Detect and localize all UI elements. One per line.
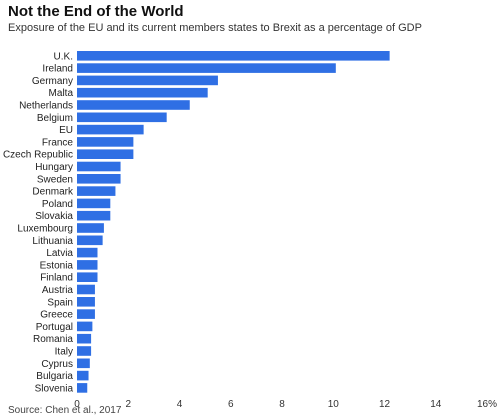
x-tick-label-14: 14 (430, 399, 442, 410)
category-label-lithuania: Lithuania (32, 236, 73, 247)
category-label-belgium: Belgium (37, 113, 73, 124)
bar-portugal (77, 321, 93, 332)
x-axis-ticks: 0 2 4 6 8 10 12 14 16% (74, 399, 497, 410)
x-tick-label-8: 8 (279, 399, 285, 410)
bar-slovenia (77, 383, 88, 393)
bar-sweden (77, 174, 121, 184)
bar-germany (77, 75, 218, 86)
bar-czech-republic (77, 149, 134, 159)
bar-netherlands (77, 100, 190, 110)
bars-layer (77, 51, 390, 393)
bar-greece (77, 309, 95, 319)
category-label-hungary: Hungary (35, 162, 73, 173)
category-label-bulgaria: Bulgaria (36, 371, 73, 382)
bar-estonia (77, 260, 98, 270)
x-tick-label-12: 12 (379, 399, 391, 410)
x-tick-label-10: 10 (328, 399, 340, 410)
chart-title: Not the End of the World (8, 3, 184, 20)
category-label-u-k: U.K. (54, 51, 73, 62)
category-label-spain: Spain (47, 297, 73, 308)
bar-france (77, 137, 134, 147)
category-label-ireland: Ireland (42, 64, 73, 75)
category-label-luxembourg: Luxembourg (17, 224, 73, 235)
category-label-greece: Greece (40, 310, 73, 321)
bar-eu (77, 124, 144, 135)
bar-latvia (77, 247, 98, 258)
chart-subtitle: Exposure of the EU and its current membe… (8, 22, 422, 34)
bar-slovakia (77, 210, 111, 221)
bar-denmark (77, 186, 116, 196)
category-label-portugal: Portugal (36, 322, 73, 333)
category-label-france: France (42, 137, 74, 148)
category-label-romania: Romania (33, 334, 73, 345)
bar-italy (77, 346, 92, 356)
category-label-slovenia: Slovenia (35, 383, 74, 394)
x-tick-label-0: 0 (74, 399, 80, 410)
category-label-germany: Germany (32, 76, 73, 87)
category-label-sweden: Sweden (37, 174, 73, 185)
category-label-malta: Malta (49, 88, 74, 99)
bar-ireland (77, 63, 336, 73)
category-label-italy: Italy (55, 347, 73, 358)
category-label-netherlands: Netherlands (19, 101, 73, 112)
bar-cyprus (77, 358, 90, 369)
x-tick-label-6: 6 (228, 399, 234, 410)
category-label-austria: Austria (42, 285, 74, 296)
bar-luxembourg (77, 223, 104, 233)
bar-austria (77, 284, 95, 295)
bar-bulgaria (77, 370, 89, 381)
category-label-finland: Finland (40, 273, 73, 284)
bar-hungary (77, 161, 121, 172)
bar-spain (77, 297, 95, 307)
category-label-czech-republic: Czech Republic (3, 150, 73, 161)
category-label-denmark: Denmark (32, 187, 74, 198)
x-tick-label-4: 4 (177, 399, 183, 410)
bar-romania (77, 333, 92, 344)
source-note: Source: Chen et al., 2017 (8, 405, 122, 416)
bar-malta (77, 87, 208, 98)
bar-u-k (77, 51, 390, 61)
x-tick-label-16: 16% (477, 399, 497, 410)
bar-belgium (77, 112, 167, 123)
category-label-latvia: Latvia (46, 248, 73, 259)
category-label-slovakia: Slovakia (35, 211, 73, 222)
category-label-estonia: Estonia (40, 260, 74, 271)
category-label-poland: Poland (42, 199, 73, 210)
bar-finland (77, 272, 98, 282)
bar-poland (77, 198, 111, 209)
bar-lithuania (77, 235, 103, 246)
category-label-eu: EU (59, 125, 73, 136)
category-label-cyprus: Cyprus (41, 359, 73, 370)
x-tick-label-2: 2 (125, 399, 131, 410)
